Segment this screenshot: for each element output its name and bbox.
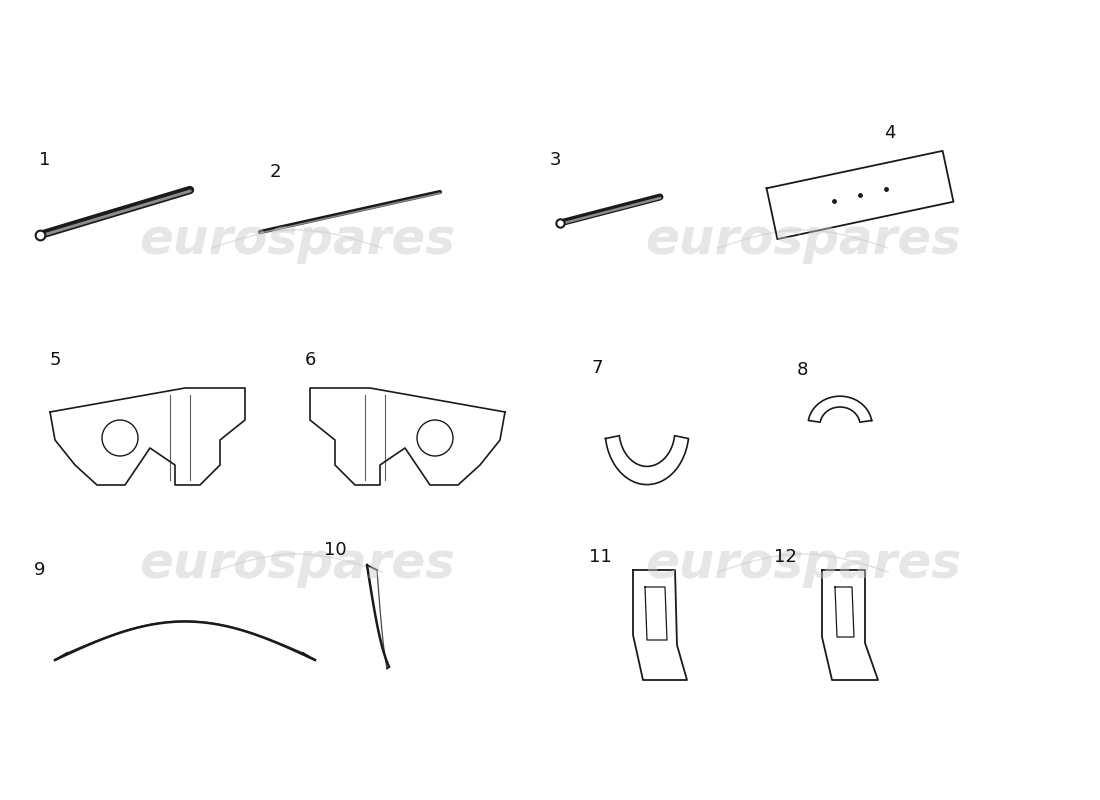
Text: 3: 3 — [549, 151, 561, 169]
Text: 9: 9 — [34, 561, 46, 579]
Text: 8: 8 — [796, 361, 807, 379]
Text: 4: 4 — [884, 124, 895, 142]
Text: 12: 12 — [773, 548, 796, 566]
Text: eurospares: eurospares — [139, 216, 455, 264]
Text: 11: 11 — [588, 548, 612, 566]
Text: eurospares: eurospares — [645, 540, 961, 588]
Text: 5: 5 — [50, 351, 60, 369]
Text: 2: 2 — [270, 163, 280, 181]
Text: 6: 6 — [305, 351, 316, 369]
Text: eurospares: eurospares — [645, 216, 961, 264]
Text: 10: 10 — [323, 541, 346, 559]
Text: 1: 1 — [40, 151, 51, 169]
Text: 7: 7 — [592, 359, 603, 377]
Text: eurospares: eurospares — [139, 540, 455, 588]
